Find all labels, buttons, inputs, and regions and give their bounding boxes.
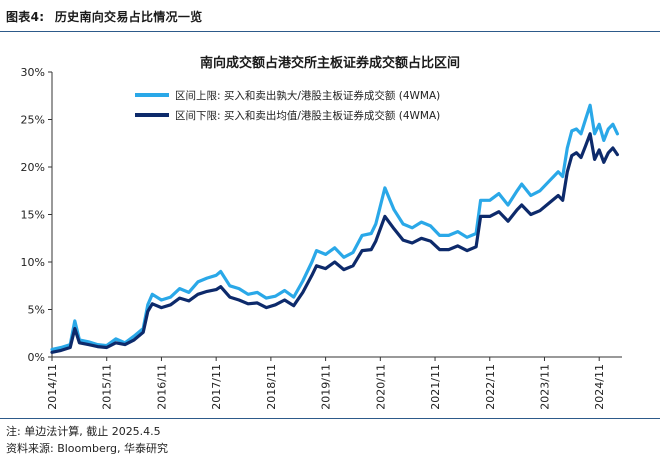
y-tick-label: 30% — [21, 66, 45, 79]
x-tick-label: 2014/11 — [46, 364, 59, 410]
x-tick-label: 2017/11 — [210, 364, 223, 410]
chart-title: 南向成交额占港交所主板证券成交额占比区间 — [199, 56, 460, 71]
legend-label-upper: 区间上限: 买入和卖出孰大/港股主板证券成交额 (4WMA) — [175, 89, 440, 102]
x-tick-label: 2021/11 — [429, 364, 442, 410]
y-tick-label: 10% — [21, 256, 45, 269]
y-tick-label: 5% — [28, 304, 45, 317]
top-divider — [0, 31, 660, 32]
figure-label: 图表4: — [6, 10, 45, 24]
footnote: 注: 单边法计算, 截止 2025.4.5 — [6, 425, 161, 438]
figure-header: 图表4: 历史南向交易占比情况一览 — [6, 8, 202, 25]
bottom-divider — [0, 418, 660, 419]
source-note: 资料来源: Bloomberg, 华泰研究 — [6, 442, 169, 455]
legend-label-lower: 区间下限: 买入和卖出均值/港股主板证券成交额 (4WMA) — [175, 109, 440, 122]
x-tick-label: 2019/11 — [320, 364, 333, 410]
y-tick-label: 0% — [28, 351, 45, 364]
x-tick-label: 2020/11 — [374, 364, 387, 410]
x-tick-label: 2024/11 — [593, 364, 606, 410]
line-chart: 0% 5% 10% 15% 20% 25% 30% 2014/11 2015/11 2016/11… — [21, 66, 622, 410]
figure-caption: 历史南向交易占比情况一览 — [54, 10, 203, 24]
y-tick-label: 20% — [21, 161, 45, 174]
series-line-lower — [50, 132, 619, 354]
series-line-upper — [50, 103, 619, 351]
y-tick-label: 25% — [21, 114, 45, 127]
x-tick-label: 2015/11 — [101, 364, 114, 410]
x-tick-label: 2018/11 — [265, 364, 278, 410]
x-tick-label: 2023/11 — [538, 364, 551, 410]
x-tick-label: 2022/11 — [484, 364, 497, 410]
x-tick-label: 2016/11 — [155, 364, 168, 410]
y-tick-label: 15% — [21, 209, 45, 222]
